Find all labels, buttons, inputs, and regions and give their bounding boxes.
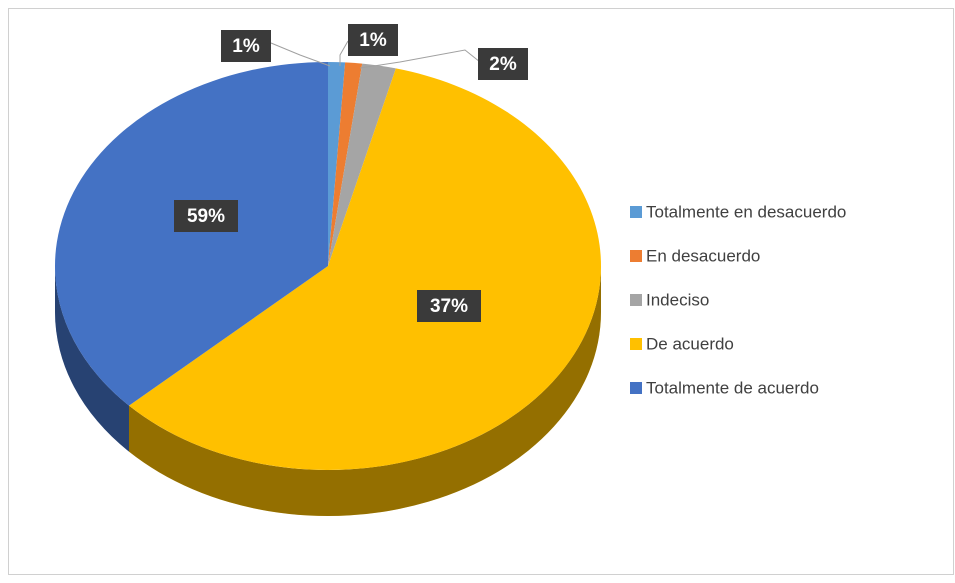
legend-label: Totalmente en desacuerdo [646, 202, 846, 221]
slice [128, 68, 601, 471]
legend-swatch [630, 294, 642, 306]
legend-label: De acuerdo [646, 334, 734, 353]
data-label: 37% [430, 296, 468, 317]
legend-label: Totalmente de acuerdo [646, 378, 819, 397]
data-label-box [221, 30, 271, 62]
data-label: 1% [232, 36, 260, 57]
legend-swatch [630, 206, 642, 218]
leader-line [270, 42, 331, 67]
slice-side-shade [128, 266, 601, 516]
slice [328, 62, 346, 266]
legend-swatch [630, 382, 642, 394]
leader-line [359, 49, 481, 69]
data-label: 2% [489, 54, 517, 75]
data-label: 1% [359, 30, 387, 51]
slice [328, 63, 396, 267]
slice-side-shade [54, 266, 129, 452]
data-label-box [174, 200, 238, 232]
leader-line [339, 40, 349, 66]
slice [328, 62, 363, 267]
data-label-box [417, 290, 481, 322]
legend-label: Indeciso [646, 290, 709, 309]
legend: Totalmente en desacuerdo En desacuerdo Ind… [630, 202, 846, 397]
data-label-box [478, 48, 528, 80]
data-labels: 1% 1% 2% 59% 37% [174, 24, 528, 322]
data-label-box [348, 24, 398, 56]
slice-side [54, 266, 129, 452]
slice [54, 62, 328, 406]
slice-side [128, 266, 601, 516]
legend-swatch [630, 250, 642, 262]
legend-label: En desacuerdo [646, 246, 760, 265]
data-label: 59% [187, 206, 225, 227]
legend-swatch [630, 338, 642, 350]
pie [54, 62, 601, 516]
